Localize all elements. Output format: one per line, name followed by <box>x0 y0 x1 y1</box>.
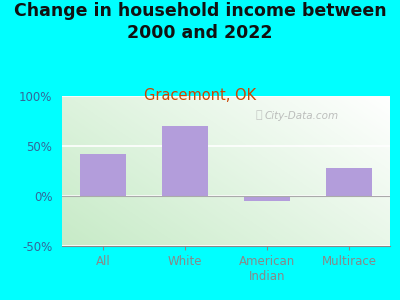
Text: ⓘ: ⓘ <box>256 110 262 121</box>
Bar <box>244 196 290 201</box>
Text: City-Data.com: City-Data.com <box>264 110 338 121</box>
Text: Gracemont, OK: Gracemont, OK <box>144 88 256 104</box>
Bar <box>162 126 208 196</box>
Bar <box>80 154 126 196</box>
Bar <box>326 168 372 196</box>
Text: Change in household income between
2000 and 2022: Change in household income between 2000 … <box>14 2 386 42</box>
